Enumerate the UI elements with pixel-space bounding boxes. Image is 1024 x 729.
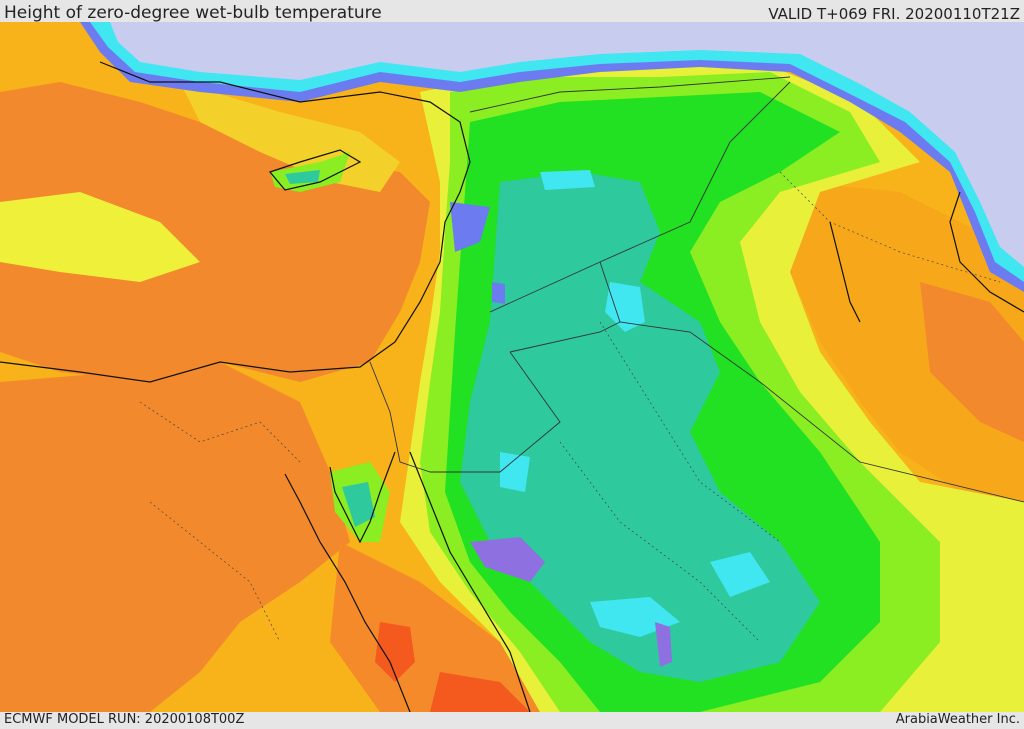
- purple-spot-2: [450, 202, 490, 252]
- north-band-lavender: [110, 22, 1024, 267]
- map-canvas: [0, 22, 1024, 712]
- cyan-spot-3: [710, 552, 770, 597]
- cyan-spot-2: [500, 452, 530, 492]
- purple-spot-1: [470, 537, 545, 582]
- header-bar: Height of zero-degree wet-bulb temperatu…: [0, 0, 1024, 23]
- credit-label: ArabiaWeather Inc.: [895, 712, 1020, 727]
- model-run: ECMWF MODEL RUN: 20200108T00Z: [4, 712, 245, 727]
- orange-east: [790, 182, 1024, 502]
- borders: [369, 76, 1024, 503]
- red-spot-1: [375, 622, 415, 682]
- purple-spot-4: [492, 282, 505, 304]
- province-lines: [139, 171, 1001, 643]
- cyan-spot-1: [605, 282, 645, 332]
- teal-zone: [460, 172, 820, 682]
- yellow-patch-mid: [0, 192, 200, 282]
- cyan-spot-5: [540, 170, 595, 190]
- purple-spot-3: [655, 622, 672, 667]
- coastlines: [0, 61, 1024, 712]
- valid-time: VALID T+069 FRI. 20200110T21Z: [768, 5, 1020, 23]
- sinai-teal: [342, 482, 375, 527]
- orange-dark-west: [0, 82, 430, 382]
- cyprus-inner: [285, 170, 320, 184]
- map-title: Height of zero-degree wet-bulb temperatu…: [4, 3, 382, 23]
- weather-map[interactable]: [0, 22, 1024, 712]
- north-band-blue: [80, 22, 1024, 292]
- orange-dark-egypt: [0, 362, 350, 712]
- footer-bar: ECMWF MODEL RUN: 20200108T00Z ArabiaWeat…: [0, 712, 1024, 729]
- orange-dark-east: [920, 282, 1024, 442]
- red-spot-2: [430, 672, 530, 712]
